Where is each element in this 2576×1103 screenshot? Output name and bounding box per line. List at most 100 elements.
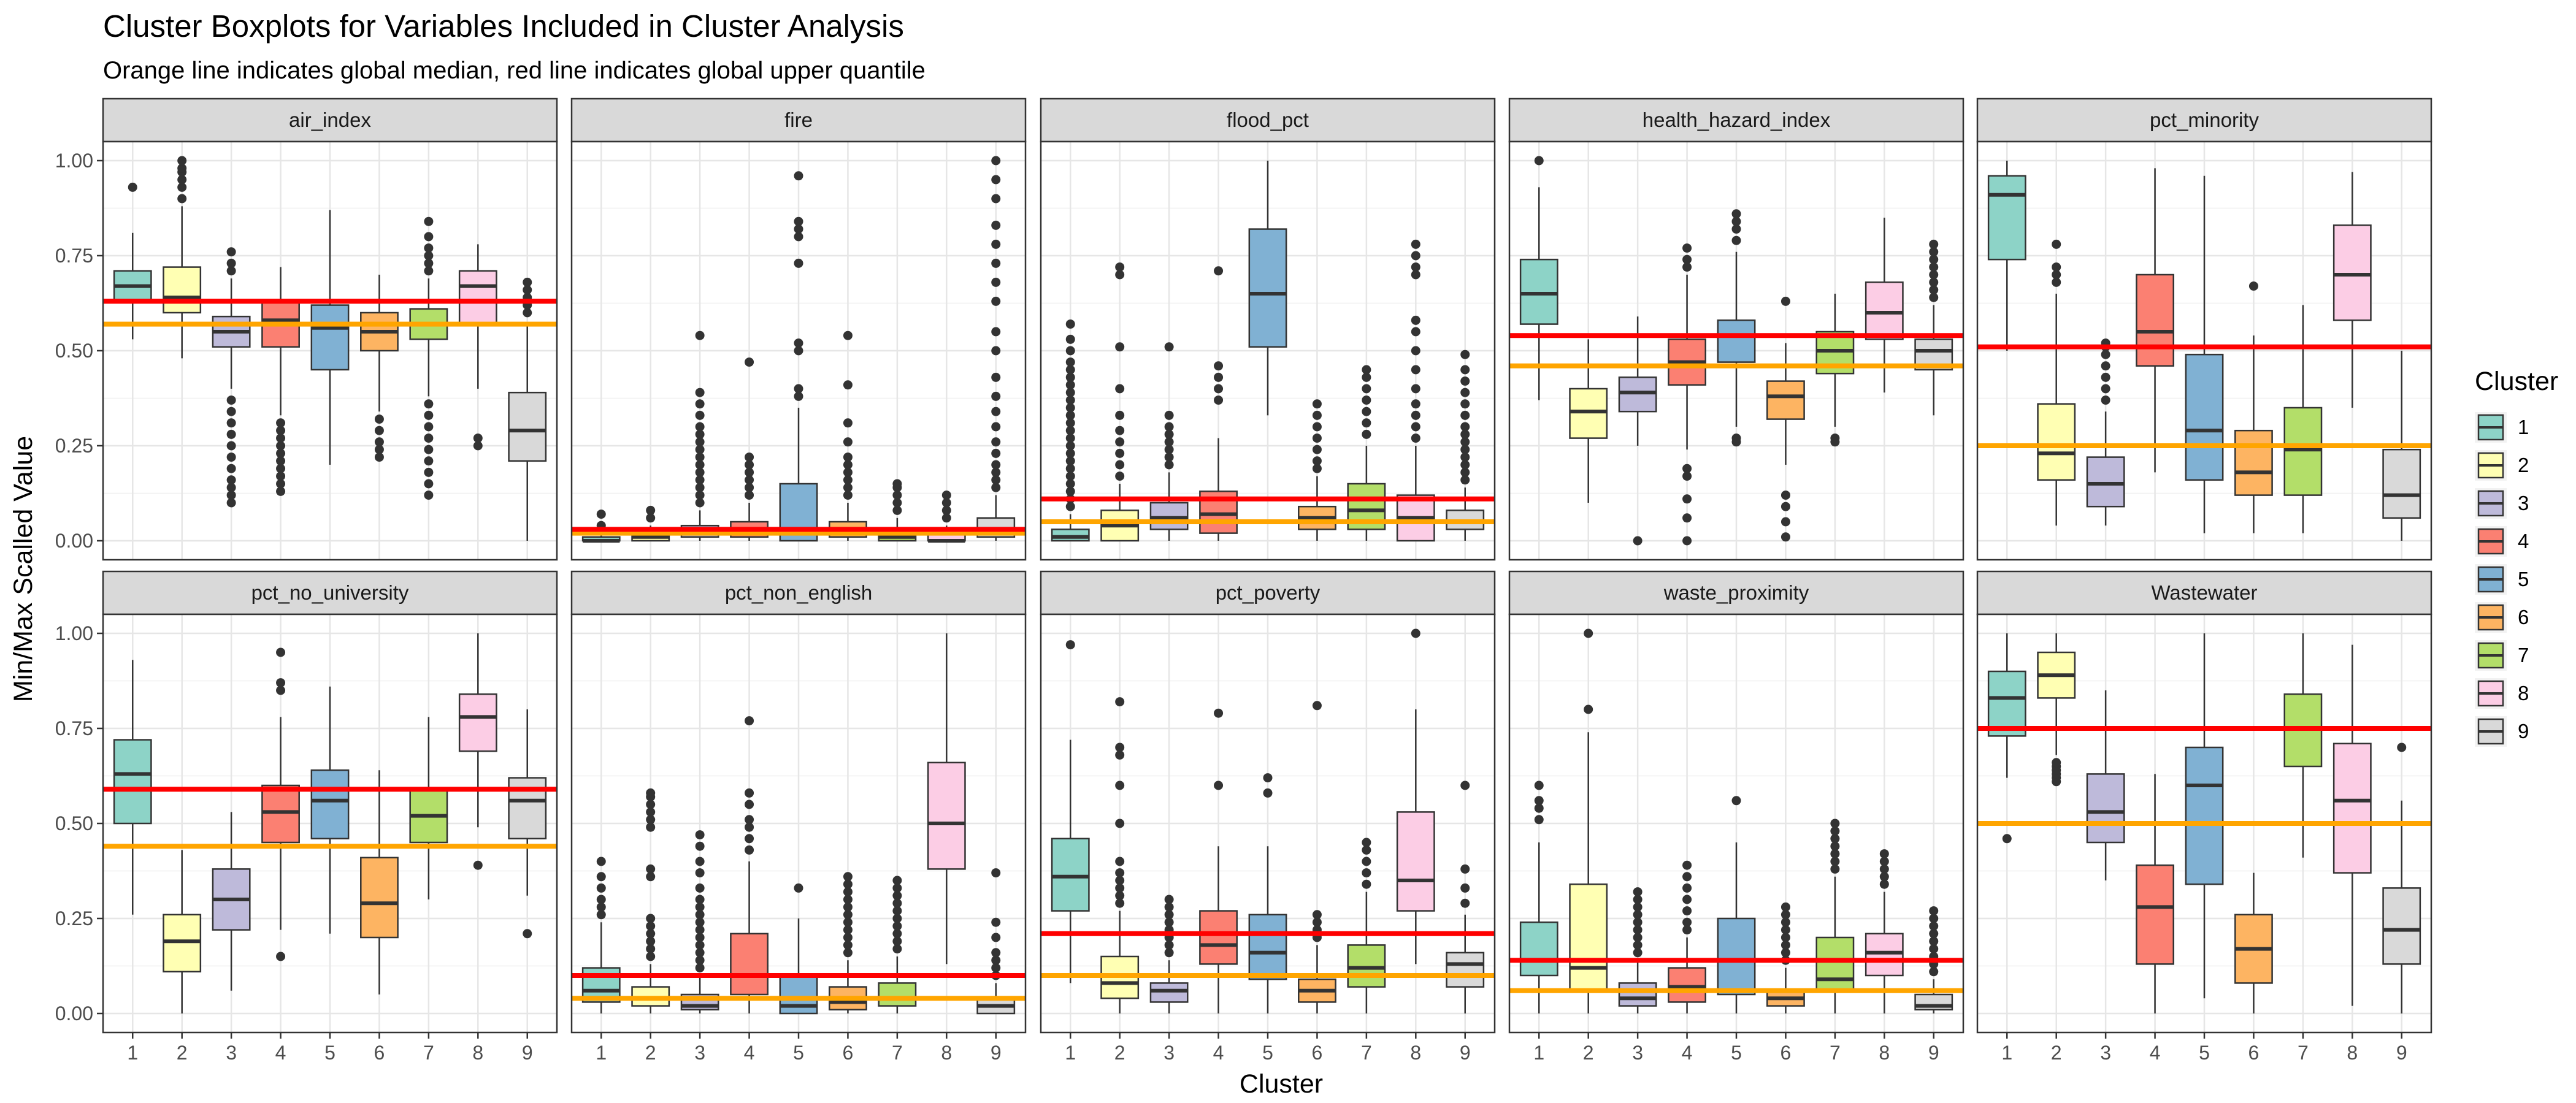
outlier-point [991, 460, 1001, 470]
outlier-point [646, 944, 656, 954]
outlier-point [646, 921, 656, 931]
outlier-point [473, 441, 483, 451]
outlier-point [892, 883, 902, 893]
y-tick-label: 0.00 [55, 530, 93, 552]
outlier-point [1312, 433, 1322, 443]
outlier-point [991, 955, 1001, 965]
box-cluster-1 [1051, 319, 1090, 542]
x-tick-label: 4 [1213, 1042, 1224, 1064]
box-iqr [163, 914, 202, 973]
outlier-point [745, 475, 754, 485]
box-iqr [1865, 933, 1904, 977]
facet-pct_no_university: pct_no_university 0.00 0.25 0.50 0.75 1.00 1 2 3… [55, 570, 558, 1064]
outlier-point [646, 914, 656, 923]
outlier-point [1263, 773, 1273, 783]
outlier-point [695, 910, 705, 920]
outlier-point [695, 963, 705, 973]
x-tick-label: 6 [1781, 1042, 1792, 1064]
outlier-point [1312, 701, 1322, 711]
outlier-point [745, 834, 754, 844]
outlier-point [1312, 445, 1322, 454]
x-tick-label: 5 [1731, 1042, 1742, 1064]
x-tick-label: 6 [843, 1042, 854, 1064]
outlier-point [1065, 334, 1075, 344]
box-cluster-6 [2234, 281, 2273, 533]
x-tick-label: 7 [1361, 1042, 1372, 1064]
box-iqr [2136, 864, 2174, 965]
outlier-point [794, 216, 803, 226]
box-cluster-2 [163, 156, 202, 359]
outlier-point [226, 406, 236, 416]
outlier-point [374, 414, 384, 424]
box-cluster-9 [508, 277, 547, 541]
outlier-point [1362, 845, 1371, 855]
legend-label: 4 [2518, 530, 2529, 552]
outlier-point [1411, 422, 1420, 432]
box-iqr [113, 739, 152, 825]
box-iqr [2086, 456, 2125, 508]
facet-strip-label: fire [784, 109, 813, 131]
outlier-point [1929, 906, 1939, 916]
box-iqr [730, 933, 769, 996]
outlier-point [596, 883, 606, 893]
outlier-point [843, 467, 853, 477]
outlier-point [424, 251, 434, 261]
outlier-point [695, 948, 705, 958]
box-iqr [1248, 228, 1287, 348]
box-cluster-8 [1865, 849, 1904, 1013]
x-tick-label: 3 [226, 1042, 237, 1064]
outlier-point [745, 460, 754, 470]
legend-item-6: 6 [2475, 602, 2529, 633]
outlier-point [1411, 239, 1420, 249]
outlier-point [646, 807, 656, 817]
box-iqr [310, 769, 350, 840]
box-cluster-5 [2185, 175, 2224, 533]
outlier-point [1065, 502, 1075, 511]
outlier-point [794, 384, 803, 394]
outlier-point [695, 422, 705, 432]
box-iqr [1668, 967, 1706, 1003]
outlier-point [843, 933, 853, 942]
x-axis-title: Cluster [1240, 1069, 1323, 1099]
outlier-point [1781, 296, 1790, 306]
outlier-point [424, 258, 434, 268]
facet-strip-label: waste_proximity [1663, 581, 1809, 604]
box-cluster-9 [2382, 351, 2421, 541]
outlier-point [695, 460, 705, 470]
outlier-point [991, 372, 1001, 382]
box-cluster-6 [360, 275, 399, 462]
outlier-point [2101, 395, 2110, 405]
outlier-point [843, 910, 853, 920]
outlier-point [1830, 826, 1840, 836]
y-tick-label: 0.75 [55, 717, 93, 739]
outlier-point [843, 879, 853, 889]
outlier-point [1115, 460, 1125, 470]
x-tick-label: 4 [275, 1042, 286, 1064]
outlier-point [1929, 929, 1939, 939]
outlier-point [276, 952, 286, 961]
x-tick-label: 8 [941, 1042, 952, 1064]
outlier-point [745, 815, 754, 825]
outlier-point [177, 194, 187, 204]
outlier-point [794, 258, 803, 268]
x-tick-label: 8 [2347, 1042, 2358, 1064]
outlier-point [1065, 319, 1075, 329]
outlier-point [1164, 437, 1174, 447]
outlier-point [1115, 857, 1125, 866]
legend-label: 1 [2518, 416, 2529, 438]
outlier-point [1534, 796, 1544, 806]
box-iqr [2185, 353, 2224, 481]
facet-strip [102, 570, 558, 616]
outlier-point [1781, 902, 1790, 912]
outlier-point [1682, 536, 1692, 546]
outlier-point [843, 418, 853, 428]
outlier-point [1115, 750, 1125, 760]
legend-item-2: 2 [2475, 450, 2529, 481]
box-cluster-8 [458, 244, 497, 451]
legend-label: 3 [2518, 492, 2529, 514]
legend-item-3: 3 [2475, 488, 2529, 519]
x-tick-label: 5 [2199, 1042, 2210, 1064]
box-iqr [261, 784, 300, 844]
x-tick-label: 7 [1830, 1042, 1841, 1064]
